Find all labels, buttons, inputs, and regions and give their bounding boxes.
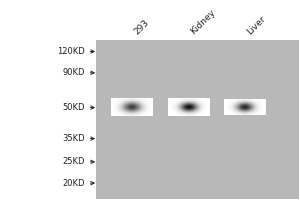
Bar bbox=[97, 40, 298, 199]
Text: 35KD: 35KD bbox=[62, 134, 85, 143]
Text: 120KD: 120KD bbox=[57, 47, 85, 56]
Text: Kidney: Kidney bbox=[189, 8, 217, 36]
Text: 25KD: 25KD bbox=[62, 157, 85, 166]
Text: 90KD: 90KD bbox=[62, 68, 85, 77]
Text: 50KD: 50KD bbox=[62, 103, 85, 112]
Text: 20KD: 20KD bbox=[62, 179, 85, 188]
Text: 293: 293 bbox=[132, 18, 151, 36]
Text: Liver: Liver bbox=[245, 14, 267, 36]
